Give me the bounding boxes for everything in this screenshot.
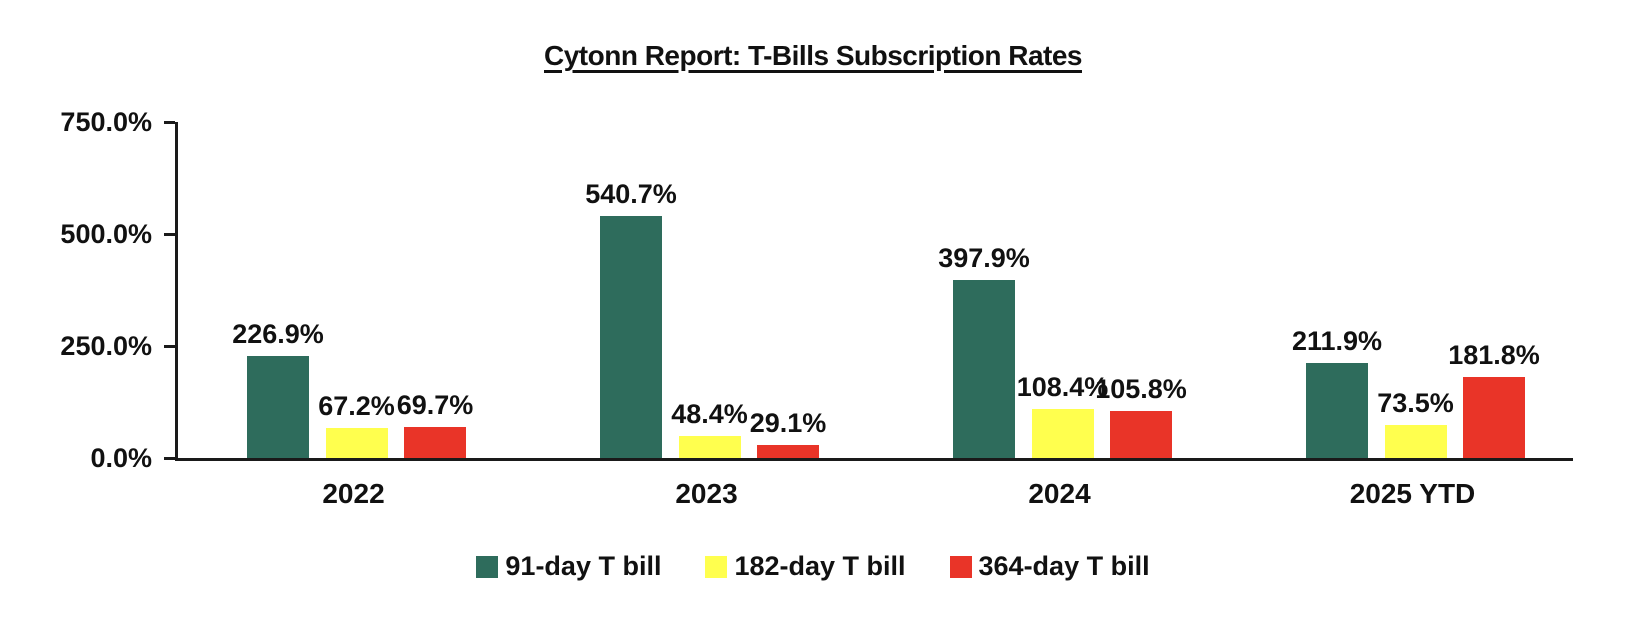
value-label: 397.9%: [938, 242, 1030, 273]
value-label: 211.9%: [1291, 326, 1383, 357]
legend-item: 364-day T bill: [949, 551, 1150, 582]
y-axis-tick-label: 750.0%: [60, 107, 152, 137]
plot-area: 226.9% 540.7% 397.9% 211.9% 67.2% 48.4% 108.4%…: [175, 122, 1573, 461]
y-axis-tick: [164, 120, 175, 124]
x-axis-category-label: 2022: [322, 478, 385, 509]
bar-182-day-t-bill-2022: [325, 427, 388, 458]
legend-label: 91-day T bill: [505, 551, 662, 581]
bar-364-day-t-bill-2023: [757, 445, 819, 458]
value-label: 69.7%: [396, 389, 474, 420]
bar-364-day-t-bill-2024: [1110, 410, 1172, 458]
chart-title: Cytonn Report: T-Bills Subscription Rate…: [544, 40, 1082, 71]
bar-182-day-t-bill-2025-ytd: [1384, 425, 1447, 458]
y-axis-tick: [164, 232, 175, 236]
bar-364-day-t-bill-2025-ytd: [1463, 376, 1525, 458]
bar-364-day-t-bill-2022: [404, 426, 466, 458]
y-axis-tick-label: 250.0%: [60, 331, 152, 361]
value-label: 226.9%: [232, 319, 324, 350]
bar-91-day-t-bill-2024: [953, 279, 1015, 458]
x-axis-category-label: 2023: [675, 478, 738, 509]
legend-swatch: [476, 555, 499, 578]
value-label: 540.7%: [585, 178, 677, 209]
bar-91-day-t-bill-2023: [600, 215, 662, 458]
value-label: 73.5%: [1377, 388, 1454, 419]
value-label: 108.4%: [1016, 372, 1109, 403]
bar-182-day-t-bill-2024: [1031, 409, 1094, 458]
legend-swatch: [705, 555, 728, 578]
value-label: 105.8%: [1095, 373, 1187, 404]
y-axis-tick: [164, 344, 175, 348]
value-label: 48.4%: [671, 399, 748, 430]
y-axis-tick-label: 0.0%: [90, 443, 152, 473]
x-axis-category-label: 2025 YTD: [1349, 478, 1476, 509]
legend: 91-day T bill 182-day T bill 364-day T bil…: [0, 551, 1626, 582]
bar-91-day-t-bill-2022: [247, 356, 309, 458]
legend-label: 182-day T bill: [734, 551, 906, 581]
value-label: 181.8%: [1448, 339, 1540, 370]
legend-item: 182-day T bill: [705, 551, 906, 582]
x-axis-category-label: 2024: [1028, 478, 1091, 509]
legend-label: 364-day T bill: [978, 551, 1150, 581]
bar-182-day-t-bill-2023: [678, 436, 741, 458]
y-axis-tick: [164, 456, 175, 460]
legend-item: 91-day T bill: [476, 551, 661, 582]
legend-swatch: [949, 555, 972, 578]
value-label: 29.1%: [749, 407, 827, 438]
value-label: 67.2%: [318, 390, 395, 421]
bar-91-day-t-bill-2025-ytd: [1306, 363, 1368, 458]
y-axis-tick-label: 500.0%: [60, 219, 152, 249]
